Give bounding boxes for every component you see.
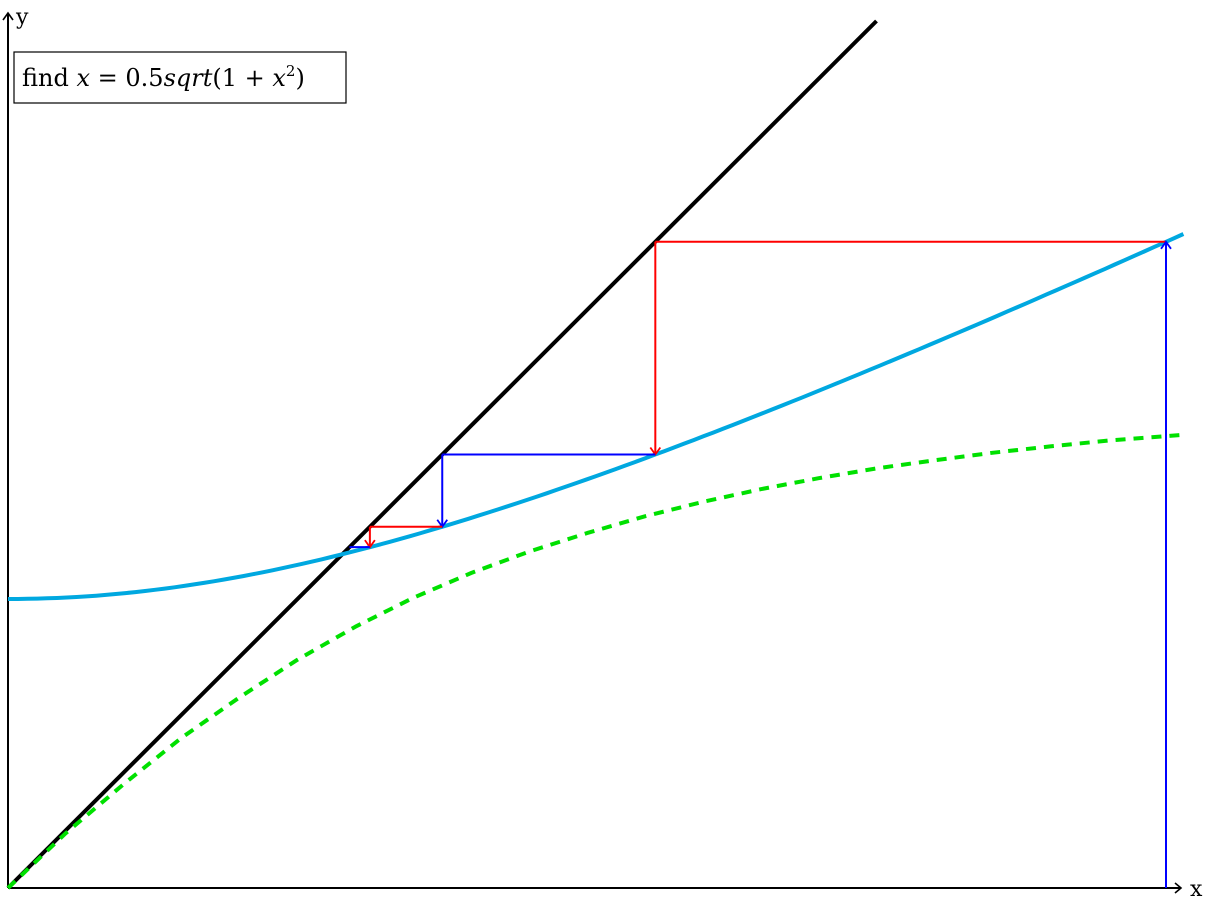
title-frame — [13, 51, 347, 104]
title-close: ) — [295, 64, 304, 92]
axes: x y — [2, 5, 1203, 902]
title-sup: 2 — [286, 62, 296, 80]
cobweb-initial-arrowhead — [1160, 240, 1172, 250]
y-axis-arrowhead — [2, 11, 14, 21]
title-eq: = 0.5 — [90, 64, 164, 92]
title-var: x — [272, 64, 286, 92]
title-open: (1 + — [212, 64, 272, 92]
series-function — [8, 232, 1185, 601]
y-axis-label: y — [15, 5, 29, 30]
cobweb-layer — [349, 240, 1172, 888]
title-lhs: x — [76, 64, 90, 92]
title-prefix: find — [22, 64, 76, 92]
series-comparison — [6, 432, 1184, 890]
title-fn: sqrt — [164, 64, 213, 92]
x-axis-label: x — [1190, 877, 1203, 902]
chart-title: find x = 0.5sqrt(1 + x2) — [22, 62, 305, 92]
chart-title-box: find x = 0.5sqrt(1 + x2) — [13, 51, 347, 104]
x-axis-arrowhead — [1174, 882, 1183, 894]
